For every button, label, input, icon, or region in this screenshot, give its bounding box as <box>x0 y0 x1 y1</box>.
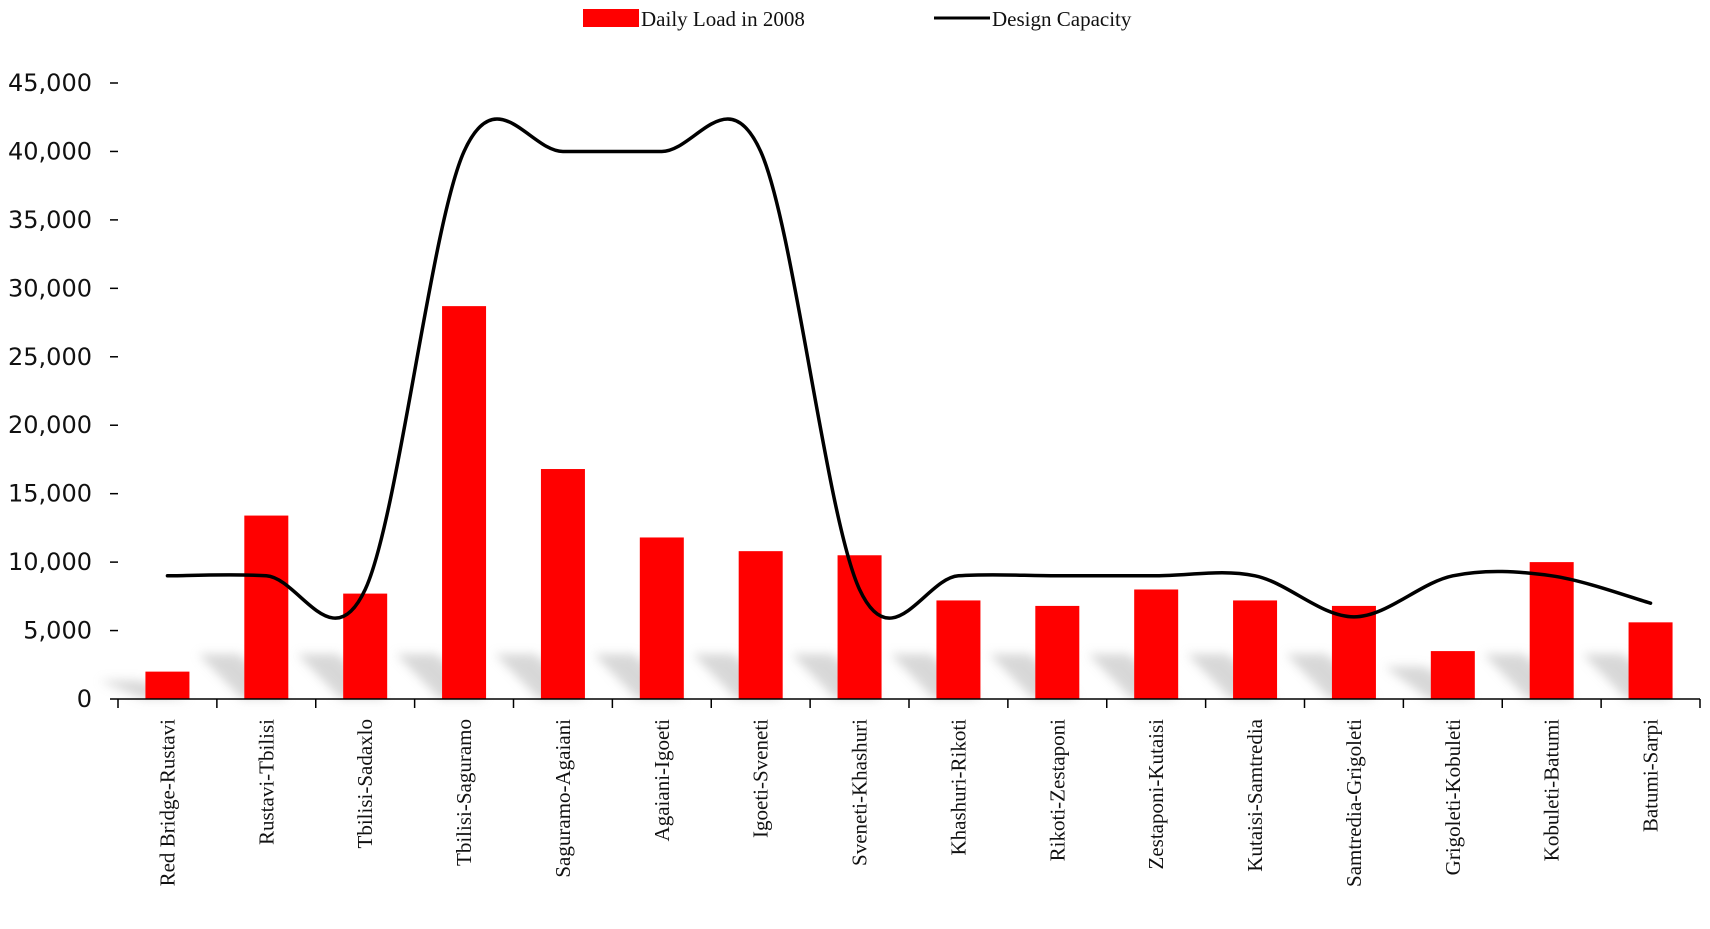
legend-label-design-capacity: Design Capacity <box>992 7 1132 31</box>
bar <box>343 593 388 699</box>
bar <box>1233 600 1278 699</box>
y-tick-label: 15,000 <box>8 480 92 508</box>
bars <box>145 306 1673 699</box>
y-axis: 0 5,000 10,000 15,000 20,000 25,000 30,000 35,0… <box>8 69 118 713</box>
x-tick-label: Samtredia-Grigoleti <box>1342 719 1366 887</box>
y-tick-label: 10,000 <box>8 548 92 576</box>
x-tick-label: Rustavi-Tbilisi <box>254 719 278 845</box>
y-tick-label: 25,000 <box>8 343 92 371</box>
y-tick-label: 45,000 <box>8 69 92 97</box>
y-tick-label: 0 <box>77 685 92 713</box>
legend: Daily Load in 2008 Design Capacity <box>583 7 1132 31</box>
bar <box>540 469 585 699</box>
x-tick-label: Batumi-Sarpi <box>1639 719 1663 832</box>
x-tick-label: Agaiani-Igoeti <box>650 719 674 842</box>
bar <box>1430 651 1475 699</box>
x-axis: Red Bridge-Rustavi Rustavi-Tbilisi Tbilisi… <box>117 698 1701 887</box>
bar <box>145 671 190 699</box>
bar <box>936 600 981 699</box>
bar <box>1529 562 1574 699</box>
bar <box>244 515 289 699</box>
y-tick-label: 20,000 <box>8 411 92 439</box>
design-capacity-line <box>165 117 1653 620</box>
x-tick-label: Tbilisi-Saguramo <box>452 719 476 866</box>
design-capacity-series <box>165 117 1653 620</box>
legend-swatch-daily-load <box>583 9 639 27</box>
y-tick-label: 40,000 <box>8 137 92 165</box>
bar <box>837 555 882 699</box>
bar <box>1035 605 1080 699</box>
bar <box>639 537 684 699</box>
x-tick-label: Tbilisi-Sadaxlo <box>353 719 377 849</box>
bar <box>1331 605 1376 699</box>
bar <box>1134 589 1179 699</box>
x-tick-label: Saguramo-Agaiani <box>551 719 575 878</box>
bar <box>1628 622 1673 699</box>
bar <box>738 551 783 699</box>
x-tick-label: Rikoti-Zestaponi <box>1045 719 1069 861</box>
x-tick-label: Kobuleti-Batumi <box>1540 719 1564 861</box>
y-tick-label: 5,000 <box>23 617 92 645</box>
bar <box>442 306 487 699</box>
x-tick-label: Red Bridge-Rustavi <box>155 719 179 887</box>
x-tick-label: Khashuri-Rikoti <box>946 719 970 856</box>
y-tick-label: 35,000 <box>8 206 92 234</box>
x-tick-label: Grigoleti-Kobuleti <box>1441 719 1465 875</box>
x-tick-label: Sveneti-Khashuri <box>848 719 872 866</box>
x-tick-label: Igoeti-Sveneti <box>749 719 773 838</box>
y-tick-label: 30,000 <box>8 274 92 302</box>
legend-label-daily-load: Daily Load in 2008 <box>641 7 805 31</box>
x-tick-label: Kutaisi-Samtredia <box>1243 718 1267 871</box>
x-tick-label: Zestaponi-Kutaisi <box>1144 719 1168 870</box>
